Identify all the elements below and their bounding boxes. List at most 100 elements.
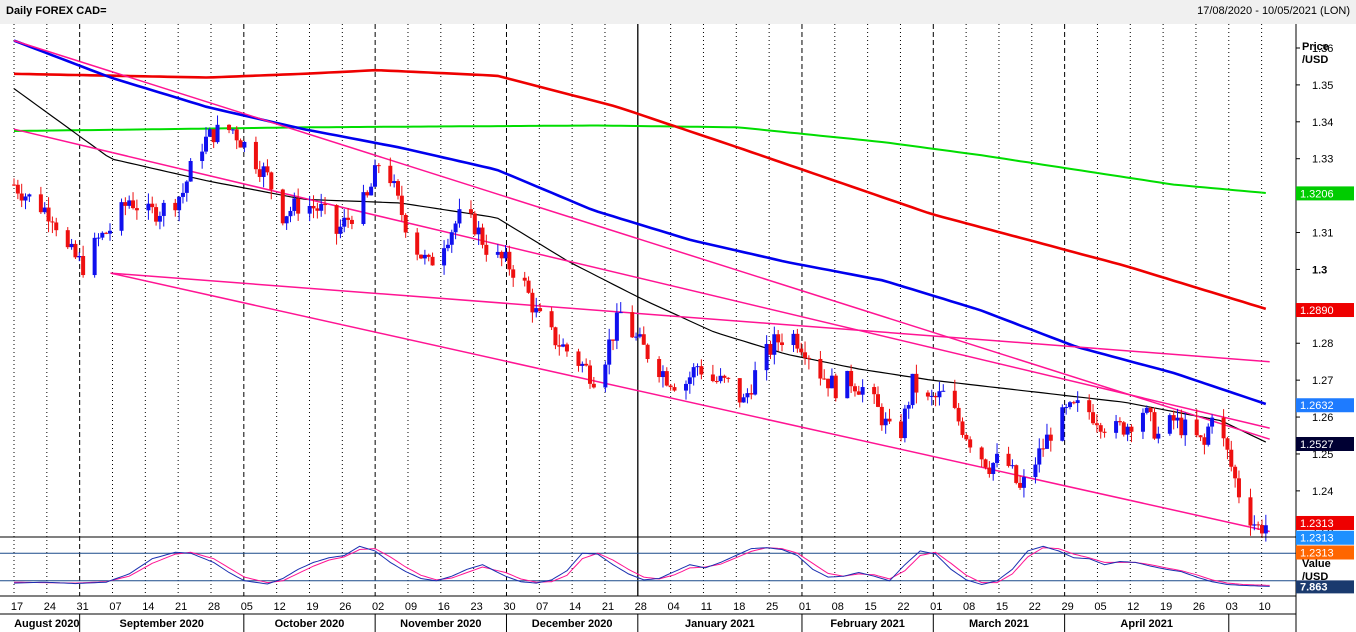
month-label: November 2020 bbox=[400, 618, 481, 630]
date-tick-label: 21 bbox=[175, 601, 187, 613]
channel-trend-lines bbox=[13, 39, 1270, 533]
candle-up bbox=[96, 237, 101, 239]
candle-down bbox=[403, 214, 408, 233]
candle-down bbox=[123, 202, 128, 206]
candle-up bbox=[215, 124, 220, 143]
candle-up bbox=[292, 198, 297, 211]
candle-down bbox=[714, 381, 719, 383]
candle-down bbox=[672, 387, 677, 391]
date-tick-label: 10 bbox=[1258, 601, 1270, 613]
candle-up bbox=[764, 343, 769, 371]
candle-up bbox=[580, 363, 585, 366]
date-tick-label: 14 bbox=[569, 601, 581, 613]
candle-down bbox=[872, 387, 877, 395]
candle-up bbox=[230, 129, 235, 131]
candle-up bbox=[1263, 525, 1268, 534]
date-tick-label: 15 bbox=[996, 601, 1008, 613]
candle-up bbox=[1037, 448, 1042, 465]
candle-up bbox=[108, 230, 112, 234]
candle-up bbox=[188, 161, 193, 182]
candle-down bbox=[426, 254, 431, 257]
candle-down bbox=[1221, 417, 1226, 439]
candle-up bbox=[753, 370, 758, 395]
candle-down bbox=[526, 280, 531, 293]
candle-down bbox=[849, 370, 854, 387]
candle-up bbox=[1156, 433, 1161, 439]
candle-down bbox=[173, 202, 178, 211]
candle-up bbox=[991, 462, 996, 475]
candle-down bbox=[265, 166, 270, 173]
price-axis-label: Price/USD bbox=[1302, 41, 1329, 66]
candle-down bbox=[737, 378, 742, 403]
candle-down bbox=[54, 222, 59, 231]
candle-down bbox=[323, 204, 328, 206]
candle-down bbox=[1148, 407, 1153, 413]
candle-down bbox=[768, 343, 773, 355]
candle-up bbox=[618, 312, 623, 314]
candle-down bbox=[46, 207, 51, 222]
candle-down bbox=[1260, 525, 1264, 534]
candle-up bbox=[906, 405, 911, 409]
month-label: September 2020 bbox=[120, 618, 204, 630]
candle-up bbox=[242, 141, 247, 148]
candle-up bbox=[883, 418, 888, 426]
candle-down bbox=[1091, 412, 1096, 424]
candle-up bbox=[449, 232, 454, 245]
candle-up bbox=[1206, 426, 1211, 445]
candle-down bbox=[154, 207, 159, 222]
last-value-tags: 1.3206 1.2890 1.2632 1.2527 1.2313 1.2313 1.23… bbox=[1296, 186, 1354, 594]
svg-text:1.2632: 1.2632 bbox=[1300, 400, 1334, 412]
channel-mid-upper bbox=[13, 128, 1270, 429]
moving-average-lines bbox=[13, 39, 1267, 443]
candle-up bbox=[1140, 412, 1145, 432]
stochastic-pane[interactable] bbox=[0, 545, 1296, 587]
date-tick-label: 01 bbox=[799, 601, 811, 613]
candle-up bbox=[100, 232, 105, 238]
candle-down bbox=[1229, 449, 1234, 467]
candle-up bbox=[1033, 464, 1038, 478]
candle-down bbox=[104, 232, 109, 234]
date-tick-label: 30 bbox=[503, 601, 515, 613]
svg-text:1.2313: 1.2313 bbox=[1300, 518, 1334, 530]
chart-title: Daily FOREX CAD= bbox=[6, 5, 107, 17]
candle-up bbox=[204, 136, 208, 152]
date-tick-label: 19 bbox=[1160, 601, 1172, 613]
candle-down bbox=[726, 377, 731, 379]
date-tick-label: 29 bbox=[1061, 601, 1073, 613]
date-tick-label: 02 bbox=[372, 601, 384, 613]
price-tick-label: 1.27 bbox=[1312, 375, 1333, 387]
channel-lower bbox=[110, 272, 1270, 533]
candle-down bbox=[38, 194, 43, 213]
candle-down bbox=[346, 217, 351, 220]
candle-down bbox=[1014, 465, 1019, 483]
candle-up bbox=[1144, 407, 1149, 413]
price-pane[interactable] bbox=[12, 39, 1270, 542]
date-tick-label: 16 bbox=[438, 601, 450, 613]
price-tick-label: 1.25 bbox=[1312, 449, 1333, 461]
candle-up bbox=[27, 194, 32, 197]
candle-down bbox=[522, 277, 527, 281]
candle-up bbox=[369, 186, 374, 196]
candle-down bbox=[806, 357, 811, 359]
candle-down bbox=[468, 209, 473, 214]
candle-up bbox=[503, 251, 508, 259]
candle-down bbox=[879, 406, 884, 426]
date-tick-label: 28 bbox=[208, 601, 220, 613]
candle-up bbox=[207, 129, 212, 137]
candle-up bbox=[941, 390, 946, 392]
candle-down bbox=[472, 213, 477, 235]
candle-down bbox=[1006, 453, 1011, 466]
candle-down bbox=[1202, 437, 1207, 445]
date-tick-label: 24 bbox=[44, 601, 56, 613]
candle-down bbox=[952, 390, 957, 408]
candle-up bbox=[691, 367, 696, 378]
time-axis: 17 24 31 07 14 21 28 05 12 19 26 02 09 16 23 30 07 14 21 28… bbox=[0, 595, 1296, 632]
date-tick-label: 01 bbox=[930, 601, 942, 613]
candle-up bbox=[910, 373, 915, 406]
value-tag: 1.2313 bbox=[1296, 545, 1354, 560]
candle-up bbox=[1210, 417, 1215, 427]
candle-down bbox=[211, 129, 216, 143]
forex-chart[interactable]: Price/USD Value/USD 1.361.351.341.331.32… bbox=[0, 24, 1356, 632]
price-tick-label: 1.36 bbox=[1312, 43, 1333, 55]
candle-down bbox=[833, 375, 838, 399]
